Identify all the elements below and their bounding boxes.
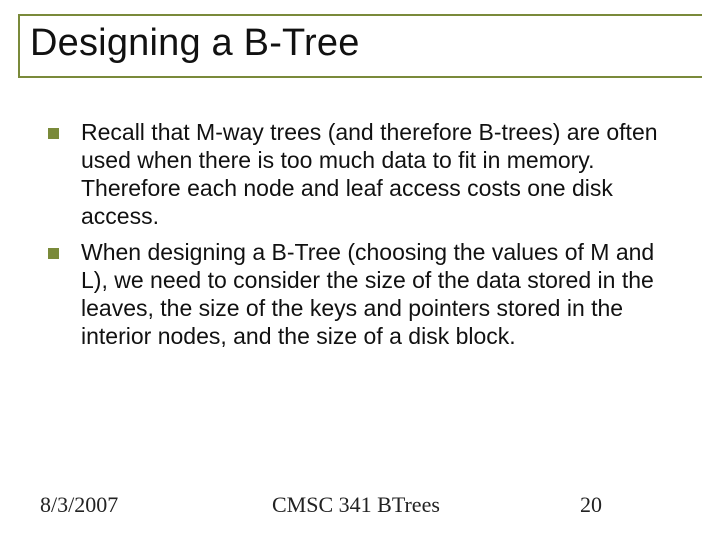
title-rule-top: [18, 14, 702, 16]
list-item: Recall that M-way trees (and therefore B…: [48, 118, 684, 230]
list-item: When designing a B-Tree (choosing the va…: [48, 238, 684, 350]
footer-course: CMSC 341 BTrees: [260, 492, 560, 518]
bullet-text: Recall that M-way trees (and therefore B…: [81, 118, 684, 230]
title-rule-left: [18, 14, 20, 76]
footer-page-number: 20: [560, 492, 680, 518]
title-rule-bottom: [18, 76, 702, 78]
footer-date: 8/3/2007: [40, 492, 260, 518]
slide-body: Recall that M-way trees (and therefore B…: [48, 118, 684, 358]
slide: Designing a B-Tree Recall that M-way tre…: [0, 0, 720, 540]
slide-title: Designing a B-Tree: [30, 22, 360, 65]
square-bullet-icon: [48, 128, 59, 139]
square-bullet-icon: [48, 248, 59, 259]
slide-footer: 8/3/2007 CMSC 341 BTrees 20: [40, 492, 680, 518]
bullet-text: When designing a B-Tree (choosing the va…: [81, 238, 684, 350]
